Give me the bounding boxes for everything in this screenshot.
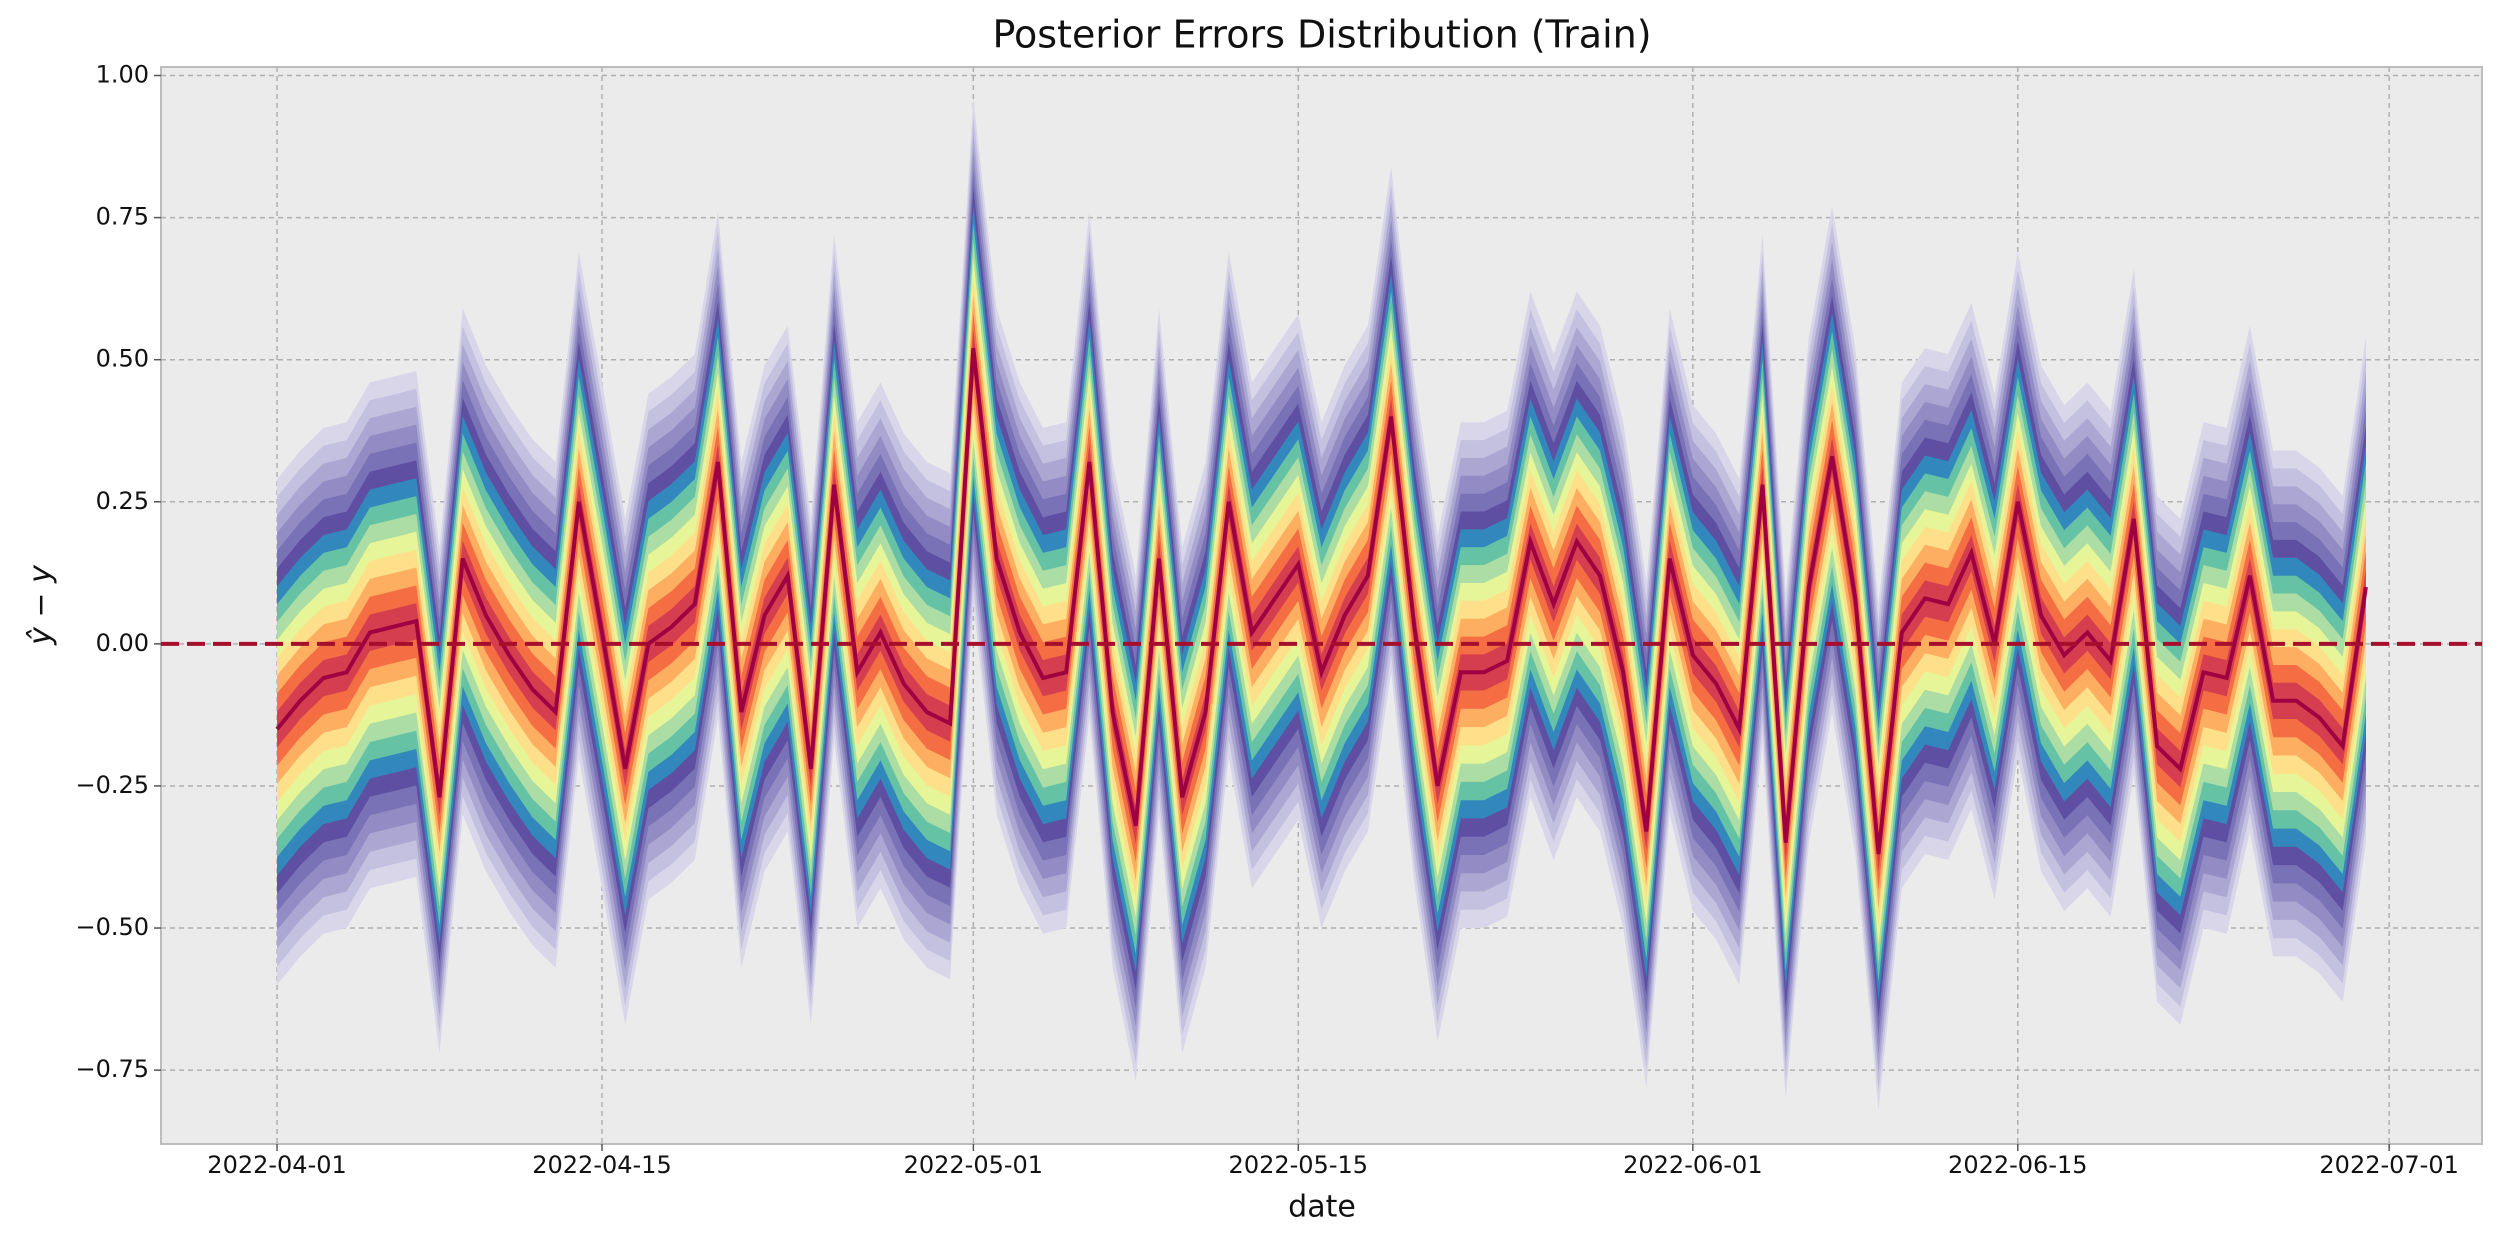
y-axis-label: ŷ − y	[24, 564, 59, 646]
y-tick-label: 0.00	[96, 629, 149, 657]
y-tick-label: 0.75	[96, 203, 149, 231]
x-tick-label: 2022-07-01	[2319, 1151, 2458, 1179]
y-tick-label: 0.25	[96, 487, 149, 515]
x-tick-label: 2022-04-01	[207, 1151, 346, 1179]
x-tick-label: 2022-05-15	[1229, 1151, 1368, 1179]
y-tick-label: −0.75	[75, 1055, 149, 1083]
x-tick-label: 2022-06-15	[1948, 1151, 2087, 1179]
y-tick-label: 1.00	[96, 61, 149, 89]
x-tick-label: 2022-06-01	[1623, 1151, 1762, 1179]
x-tick-label: 2022-04-15	[532, 1151, 671, 1179]
x-tick-label: 2022-05-01	[904, 1151, 1043, 1179]
y-tick-label: −0.50	[75, 913, 149, 941]
median-line	[275, 348, 2368, 855]
y-tick-label: −0.25	[75, 771, 149, 799]
y-tick-label: 0.50	[96, 345, 149, 373]
fan-band	[277, 276, 2366, 928]
chart-title: Posterior Errors Distribution (Train)	[992, 13, 1651, 57]
x-axis-label: date	[1288, 1190, 1356, 1225]
plot-layer	[161, 67, 2482, 1144]
